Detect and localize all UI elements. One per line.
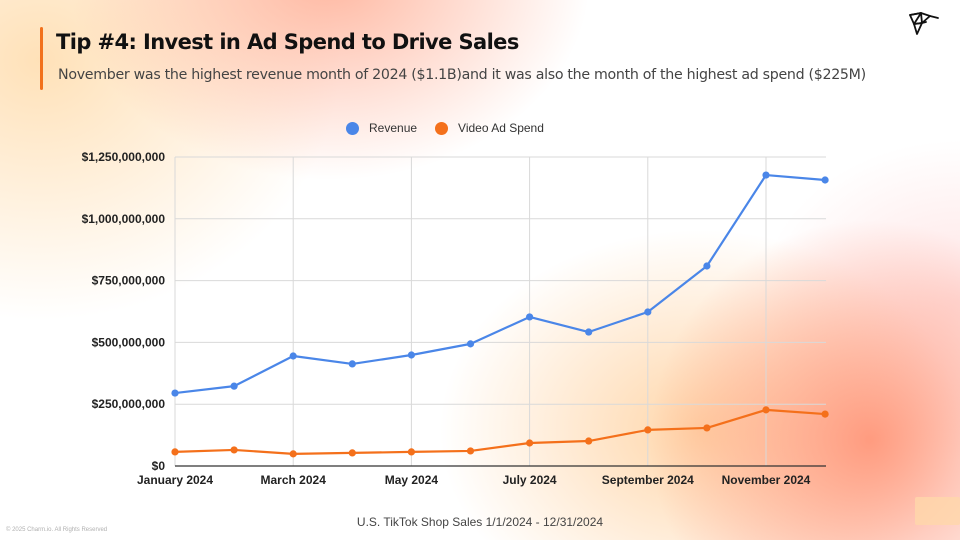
x-tick-label: July 2024 [503,473,557,487]
y-tick-label: $250,000,000 [92,397,166,411]
legend-swatch-revenue [346,121,359,135]
data-point-revenue[interactable] [585,328,593,336]
data-point-revenue[interactable] [821,176,829,184]
data-point-video-ad-spend[interactable] [171,448,179,456]
series-line-video-ad-spend [174,408,826,455]
y-gridlines [175,156,826,405]
data-point-video-ad-spend[interactable] [407,448,415,456]
title-accent-bar [40,27,43,90]
x-tick-label: March 2024 [261,473,327,487]
chart-caption: U.S. TikTok Shop Sales 1/1/2024 - 12/31/… [356,515,604,529]
data-point-revenue[interactable] [348,360,356,368]
copyright-notice: © 2025 Charm.io. All Rights Reserved [6,527,108,533]
x-tick-label: May 2024 [385,473,439,487]
corner-decoration [915,497,960,525]
legend-item-video-ad-spend[interactable]: Video Ad Spend [435,121,544,135]
data-point-revenue[interactable] [171,389,179,397]
y-axis-tick-labels: $0 $250,000,000 $500,000,000 $750,000,000 $1… [82,150,166,473]
data-point-video-ad-spend[interactable] [821,410,829,418]
data-point-video-ad-spend[interactable] [703,424,711,432]
data-point-revenue[interactable] [644,308,652,316]
series-revenue [171,171,829,397]
data-point-video-ad-spend[interactable] [585,437,593,445]
y-tick-label: $1,250,000,000 [82,150,166,164]
data-point-revenue[interactable] [407,351,415,359]
data-point-revenue[interactable] [466,340,475,348]
data-point-revenue[interactable] [526,313,534,321]
data-point-revenue[interactable] [289,352,297,360]
data-point-revenue[interactable] [230,382,238,390]
legend-label-video-ad-spend: Video Ad Spend [458,121,544,135]
data-point-video-ad-spend[interactable] [762,406,770,414]
data-point-revenue[interactable] [762,171,770,179]
data-point-video-ad-spend[interactable] [466,447,475,455]
legend-swatch-video-ad-spend [435,121,449,135]
legend-item-revenue[interactable]: Revenue [346,121,417,135]
y-tick-label: $0 [152,459,166,473]
slide-title: Tip #4: Invest in Ad Spend to Drive Sale… [56,30,519,54]
x-tick-label: September 2024 [602,473,694,487]
series-layer [171,171,829,458]
series-video-ad-spend [171,406,829,458]
x-tick-label: January 2024 [137,473,213,487]
data-point-video-ad-spend[interactable] [230,446,238,454]
data-point-video-ad-spend[interactable] [289,450,297,458]
data-point-video-ad-spend[interactable] [526,439,534,447]
data-point-revenue[interactable] [703,262,711,270]
chart-legend: Revenue Video Ad Spend [346,121,562,135]
y-tick-label: $500,000,000 [92,335,166,349]
x-axis-tick-labels: January 2024 March 2024 May 2024 July 2024 S… [137,473,811,487]
data-point-video-ad-spend[interactable] [348,449,356,457]
y-tick-label: $750,000,000 [92,274,166,288]
legend-label-revenue: Revenue [369,121,418,135]
x-gridlines [174,157,767,466]
slide-subtitle: November was the highest revenue month o… [58,67,866,83]
y-tick-label: $1,000,000,000 [82,212,166,226]
x-tick-label: November 2024 [722,473,811,487]
series-line-revenue [174,173,826,395]
hummingbird-logo-icon [908,10,940,40]
data-point-video-ad-spend[interactable] [644,426,652,434]
